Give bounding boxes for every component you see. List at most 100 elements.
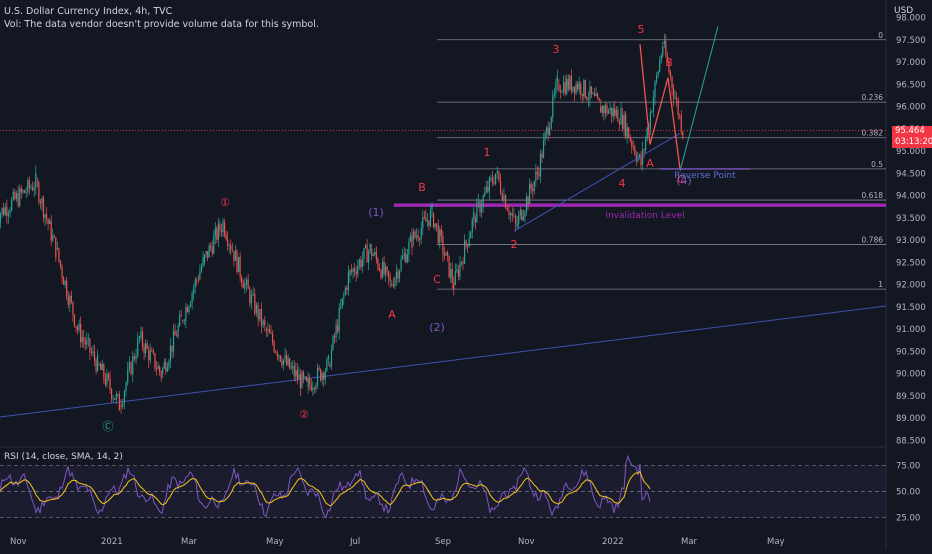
candle-body <box>118 393 120 411</box>
candle-body <box>542 140 545 158</box>
candle-body <box>35 172 37 189</box>
candle-body <box>391 284 393 286</box>
candle-body <box>120 404 122 407</box>
candle-body <box>69 295 71 305</box>
wave-label: B <box>665 56 673 69</box>
candle-body <box>307 378 309 388</box>
chart-title: U.S. Dollar Currency Index, 4h, TVC <box>4 6 173 17</box>
candle-body <box>544 133 546 141</box>
candle-body <box>665 40 667 56</box>
candle-body <box>659 60 661 72</box>
candle-body <box>347 271 349 290</box>
candle-body <box>547 127 549 136</box>
candle-body <box>623 114 625 129</box>
fib-level-label: 0.382 <box>862 129 884 138</box>
candle-body <box>414 231 416 237</box>
wave-label: C <box>677 173 685 186</box>
candle-body <box>312 388 314 391</box>
candle-body <box>549 127 551 136</box>
candle-body <box>666 55 669 63</box>
candle-body <box>137 337 139 357</box>
abc-projection-path <box>639 44 681 169</box>
candle-body <box>603 106 605 114</box>
candle-body <box>135 356 137 360</box>
candle-body <box>84 340 86 345</box>
candle-body <box>609 107 611 111</box>
candle-body <box>111 389 113 399</box>
candle-body <box>122 403 124 407</box>
candle-body <box>637 156 639 161</box>
candle-body <box>490 177 492 179</box>
candle-body <box>669 71 672 77</box>
candle-body <box>567 78 569 90</box>
candle-body <box>592 93 594 95</box>
wave-label: (4) <box>676 174 692 187</box>
candle-body <box>535 171 537 182</box>
candle-body <box>3 207 5 215</box>
candle-body <box>423 217 425 218</box>
candle-body <box>355 272 357 275</box>
candle-body <box>81 337 83 343</box>
candle-body <box>61 266 63 278</box>
candle-body <box>559 90 562 93</box>
candle-body <box>23 190 26 193</box>
x-tick-label: 2022 <box>602 537 624 547</box>
candle-body <box>276 352 278 357</box>
candle-body <box>17 193 19 206</box>
candle-body <box>611 107 613 117</box>
candle-body <box>157 366 159 370</box>
candle-body <box>90 352 93 354</box>
candle-body <box>361 259 364 268</box>
candle-body <box>521 210 523 220</box>
candle-body <box>473 211 475 220</box>
y-tick-label: 93.500 <box>896 214 926 224</box>
candle-body <box>389 278 391 282</box>
candle-body <box>87 338 89 340</box>
x-tick-label: Mar <box>181 537 198 547</box>
candle-body <box>128 362 130 370</box>
candle-body <box>524 211 526 217</box>
candle-body <box>671 76 673 89</box>
candle-body <box>510 213 512 216</box>
candle-body <box>587 99 590 100</box>
candle-body <box>645 138 647 150</box>
candle-body <box>372 254 374 256</box>
rsi-level-label: 75.00 <box>896 461 920 471</box>
candle-body <box>564 82 566 94</box>
candle-body <box>374 251 376 255</box>
candle-body <box>652 97 655 112</box>
candle-body <box>442 235 444 255</box>
candle-body <box>4 207 6 215</box>
candle-body <box>318 367 320 370</box>
candle-body <box>239 256 241 277</box>
candle-body <box>320 369 322 381</box>
candle-body <box>525 196 528 212</box>
candle-body <box>33 188 35 191</box>
candle-body <box>615 109 617 116</box>
candle-body <box>632 146 634 148</box>
fib-level-label: 0 <box>878 31 883 40</box>
candle-body <box>451 269 453 283</box>
candle-body <box>299 374 302 389</box>
candle-body <box>487 186 489 192</box>
bullish-projection-line <box>679 26 719 172</box>
candle-body <box>456 269 458 272</box>
candle-body <box>394 278 396 287</box>
candle-body <box>388 270 390 279</box>
candle-body <box>49 220 51 224</box>
candle-body <box>138 336 140 338</box>
candle-body <box>425 217 427 222</box>
candle-body <box>211 247 213 254</box>
candle-body <box>384 266 387 275</box>
candle-body <box>132 355 134 375</box>
candle-body <box>28 179 30 188</box>
candle-body <box>183 320 185 322</box>
candle-body <box>450 269 452 278</box>
candle-body <box>6 207 8 216</box>
last-price: 95.464 <box>895 126 925 136</box>
candle-body <box>337 325 339 332</box>
candle-body <box>429 210 432 227</box>
candle-body <box>281 361 283 366</box>
